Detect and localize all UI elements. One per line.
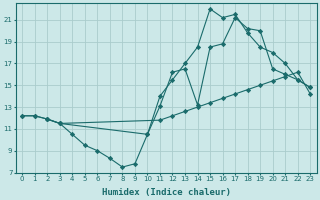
X-axis label: Humidex (Indice chaleur): Humidex (Indice chaleur) [102, 188, 231, 197]
